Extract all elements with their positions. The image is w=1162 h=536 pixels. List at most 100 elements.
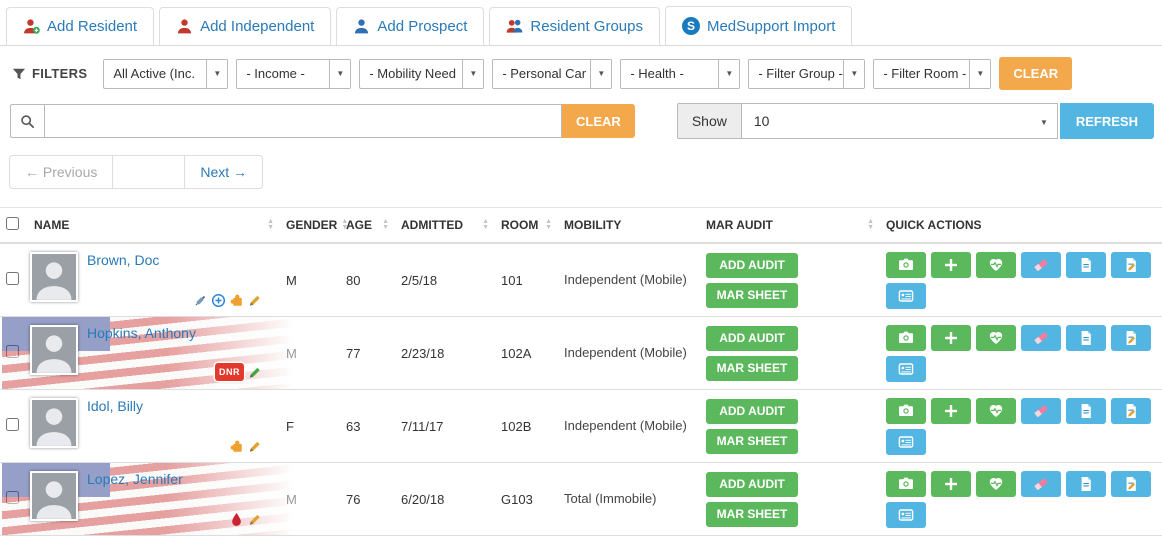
search-input[interactable]	[44, 104, 562, 138]
col-header-room[interactable]: ROOM ▲ ▼	[495, 207, 558, 244]
sort-icon[interactable]: ▲ ▼	[382, 218, 389, 231]
document-edit-icon	[1123, 403, 1139, 419]
resident-photo[interactable]	[30, 252, 78, 302]
syringe-icon	[193, 293, 208, 308]
resident-name-link[interactable]: Idol, Billy	[87, 398, 144, 414]
photo-button[interactable]	[886, 470, 926, 497]
notes-button[interactable]	[1066, 251, 1106, 278]
photo-button[interactable]	[886, 397, 926, 424]
row-checkbox[interactable]	[6, 418, 19, 431]
resident-photo[interactable]	[30, 398, 78, 448]
tab-add-independent[interactable]: Add Independent	[159, 7, 332, 45]
resident-groups-icon	[506, 18, 523, 35]
add-button[interactable]	[931, 251, 971, 278]
next-page-button[interactable]: Next →	[184, 155, 264, 189]
erase-button[interactable]	[1021, 324, 1061, 351]
row-checkbox[interactable]	[6, 491, 19, 504]
sort-icon[interactable]: ▲ ▼	[267, 218, 274, 231]
resident-name-link[interactable]: Lopez, Jennifer	[87, 471, 183, 487]
search-clear-button[interactable]: CLEAR	[562, 104, 635, 138]
document-edit-icon	[1123, 330, 1139, 346]
plus-icon	[943, 257, 959, 273]
erase-button[interactable]	[1021, 397, 1061, 424]
health-filter-select[interactable]: - Health -	[620, 58, 741, 89]
erase-button[interactable]	[1021, 470, 1061, 497]
page-size-select[interactable]: 10	[741, 103, 1058, 139]
previous-page-button[interactable]: ← Previous	[9, 155, 114, 189]
add-button[interactable]	[931, 470, 971, 497]
tab-label: Resident Groups	[530, 18, 643, 35]
add-independent-icon	[176, 18, 193, 35]
chevron-down-icon	[206, 59, 228, 88]
add-audit-button[interactable]: ADD AUDIT	[706, 325, 798, 351]
refresh-button[interactable]: REFRESH	[1059, 103, 1154, 139]
sort-icon[interactable]: ▲ ▼	[341, 218, 349, 231]
table-header-row: NAME ▲ ▼ GENDER ▲ ▼ AGE ▲ ▼ ADMITTED ▲ ▼ ROOM ▲ ▼ …	[0, 207, 1162, 244]
card-button[interactable]	[886, 282, 926, 309]
mobility-filter-select[interactable]: - Mobility Need	[359, 58, 485, 89]
admitted-cell: 2/5/18	[395, 242, 495, 317]
resident-photo[interactable]	[30, 471, 78, 521]
photo-button[interactable]	[886, 324, 926, 351]
report-button[interactable]	[1111, 324, 1151, 351]
add-audit-button[interactable]: ADD AUDIT	[706, 398, 798, 424]
camera-icon	[898, 330, 914, 346]
photo-button[interactable]	[886, 251, 926, 278]
tab-add-prospect[interactable]: Add Prospect	[336, 7, 485, 45]
col-header-gender[interactable]: GENDER ▲ ▼	[280, 207, 348, 244]
card-button[interactable]	[886, 501, 926, 528]
sort-icon[interactable]: ▲ ▼	[482, 218, 489, 231]
room-filter-select[interactable]: - Filter Room -	[873, 58, 992, 89]
card-button[interactable]	[886, 428, 926, 455]
personal-care-filter-select[interactable]: - Personal Car	[492, 58, 613, 89]
filters-clear-button[interactable]: CLEAR	[999, 57, 1073, 90]
resident-photo[interactable]	[30, 325, 78, 375]
vitals-button[interactable]	[976, 470, 1016, 497]
card-button[interactable]	[886, 355, 926, 382]
col-header-name[interactable]: NAME ▲ ▼	[28, 207, 280, 244]
document-icon	[1078, 257, 1094, 273]
erase-button[interactable]	[1021, 251, 1061, 278]
notes-button[interactable]	[1066, 470, 1106, 497]
col-header-mobility[interactable]: MOBILITY	[558, 207, 700, 244]
notes-button[interactable]	[1066, 324, 1106, 351]
select-all-checkbox[interactable]	[6, 217, 19, 230]
id-card-icon	[898, 434, 914, 450]
sort-icon[interactable]: ▲ ▼	[545, 218, 552, 231]
mar-sheet-button[interactable]: MAR SHEET	[706, 355, 798, 381]
tab-medsupport-import[interactable]: MedSupport Import	[664, 6, 853, 45]
tab-add-resident[interactable]: Add Resident	[6, 7, 155, 45]
magnifier-icon	[20, 114, 35, 129]
vitals-button[interactable]	[976, 397, 1016, 424]
document-edit-icon	[1123, 257, 1139, 273]
col-header-quick-actions: QUICK ACTIONS	[880, 207, 1162, 244]
status-filter-select[interactable]: All Active (Inc.	[103, 58, 229, 89]
add-button[interactable]	[931, 397, 971, 424]
resident-name-link[interactable]: Brown, Doc	[87, 252, 160, 268]
col-header-mar-audit[interactable]: MAR AUDIT ▲ ▼	[700, 207, 880, 244]
resident-name-link[interactable]: Hopkins, Anthony	[87, 325, 196, 341]
row-checkbox[interactable]	[6, 272, 19, 285]
vitals-button[interactable]	[976, 324, 1016, 351]
report-button[interactable]	[1111, 470, 1151, 497]
report-button[interactable]	[1111, 397, 1151, 424]
add-audit-button[interactable]: ADD AUDIT	[706, 252, 798, 278]
mar-sheet-button[interactable]: MAR SHEET	[706, 282, 798, 308]
add-audit-button[interactable]: ADD AUDIT	[706, 471, 798, 497]
current-range-button[interactable]: Br - Te	[112, 155, 186, 189]
add-button[interactable]	[931, 324, 971, 351]
report-button[interactable]	[1111, 251, 1151, 278]
col-header-admitted[interactable]: ADMITTED ▲ ▼	[395, 207, 495, 244]
group-filter-select[interactable]: - Filter Group -	[748, 58, 866, 89]
income-filter-select[interactable]: - Income -	[236, 58, 352, 89]
tab-resident-groups[interactable]: Resident Groups	[489, 7, 660, 45]
mar-sheet-button[interactable]: MAR SHEET	[706, 501, 798, 527]
sort-icon[interactable]: ▲ ▼	[867, 218, 874, 231]
row-checkbox[interactable]	[6, 345, 19, 358]
col-header-age[interactable]: AGE ▲ ▼	[340, 207, 395, 244]
mar-sheet-button[interactable]: MAR SHEET	[706, 428, 798, 454]
chevron-down-icon	[843, 59, 865, 88]
add-resident-icon	[23, 18, 40, 35]
notes-button[interactable]	[1066, 397, 1106, 424]
vitals-button[interactable]	[976, 251, 1016, 278]
